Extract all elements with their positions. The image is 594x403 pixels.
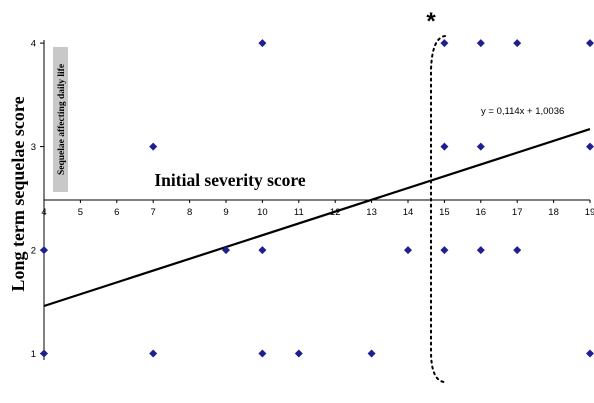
x-tick-label: 18: [548, 207, 559, 218]
data-point: [513, 246, 522, 255]
x-tick-label: 13: [366, 207, 377, 218]
y-tick-label: 3: [31, 142, 36, 153]
data-point: [149, 349, 158, 358]
data-point: [476, 39, 485, 48]
x-tick-label: 10: [257, 207, 268, 218]
x-tick-label: 15: [439, 207, 450, 218]
trendline: [43, 127, 591, 308]
data-point: [222, 246, 230, 255]
data-point: [440, 39, 449, 48]
x-tick-label: 9: [223, 207, 228, 218]
threshold-bracket: [430, 35, 446, 383]
data-point: [258, 246, 267, 255]
data-point: [476, 142, 485, 151]
data-point: [586, 349, 594, 358]
data-point: [404, 246, 412, 255]
x-axis-label: Initial severity score: [154, 170, 306, 190]
data-point: [258, 349, 267, 358]
data-point: [476, 246, 485, 255]
x-tick-label: 5: [78, 207, 83, 218]
x-tick-label: 7: [151, 207, 156, 218]
y-tick-label: 2: [31, 246, 36, 257]
data-point: [149, 142, 158, 151]
data-point: [440, 246, 449, 255]
x-tick-label: 4: [41, 207, 46, 218]
x-tick-label: 14: [403, 207, 414, 218]
annotation-label: Sequelae affecting daily life: [57, 64, 67, 175]
data-point: [258, 39, 267, 48]
data-point: [513, 39, 522, 48]
trendline-equation: y = 0,114x + 1,0036: [481, 106, 564, 117]
y-tick-label: 4: [31, 39, 36, 50]
x-tick-label: 8: [187, 207, 192, 218]
x-tick-label: 11: [294, 207, 304, 218]
x-tick-label: 6: [114, 207, 119, 218]
data-point: [440, 142, 449, 151]
threshold-marker: *: [426, 8, 436, 35]
y-axis-label: Long term sequelae score: [8, 96, 28, 291]
data-point: [40, 246, 48, 255]
y-tick-label: 1: [31, 349, 36, 360]
x-tick-label: 16: [476, 207, 487, 218]
x-tick-label: 19: [585, 207, 594, 218]
data-point: [40, 349, 48, 358]
x-tick-label: 17: [512, 207, 523, 218]
annotation-box: [53, 47, 68, 192]
data-point: [367, 349, 376, 358]
data-point: [294, 349, 303, 358]
scatter-points: [40, 39, 594, 358]
annotation-box-group: Sequelae affecting daily life: [53, 47, 68, 192]
data-point: [586, 142, 594, 151]
data-point: [586, 39, 594, 48]
